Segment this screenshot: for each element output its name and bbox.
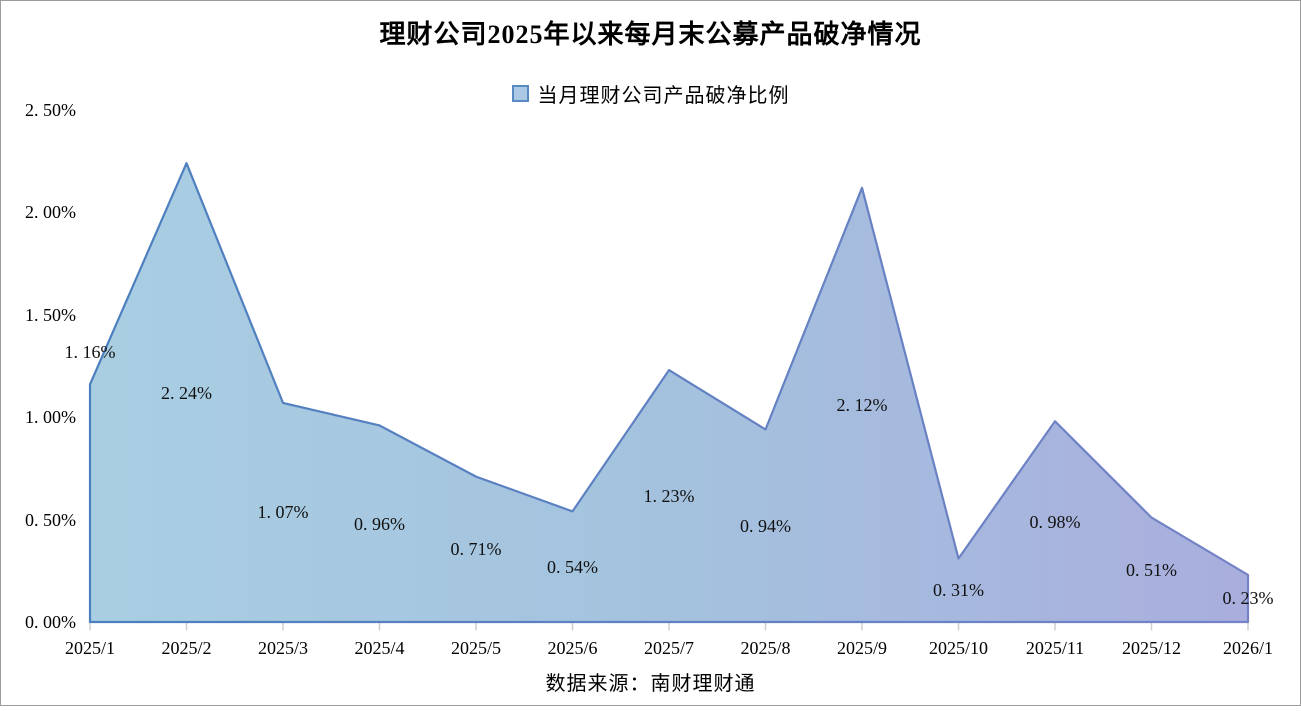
x-axis-tick-label: 2025/1 bbox=[64, 638, 115, 658]
x-axis-tick-label: 2025/8 bbox=[740, 638, 791, 658]
legend-marker-icon bbox=[511, 85, 529, 102]
x-axis-tick-label: 2025/2 bbox=[161, 638, 212, 658]
data-label: 0. 23% bbox=[1222, 588, 1274, 609]
x-axis-tick-label: 2025/7 bbox=[643, 638, 694, 658]
data-label: 0. 96% bbox=[354, 513, 405, 534]
data-label: 0. 94% bbox=[740, 515, 791, 536]
y-axis-tick-label: 0. 50% bbox=[25, 509, 76, 530]
chart-title: 理财公司2025年以来每月末公募产品破净情况 bbox=[379, 20, 922, 49]
data-label: 0. 71% bbox=[450, 539, 502, 560]
x-axis-tick-label: 2025/4 bbox=[354, 638, 405, 658]
data-label: 0. 98% bbox=[1029, 511, 1081, 532]
source-note: 数据来源：南财理财通 bbox=[545, 673, 756, 695]
y-axis-tick-label: 0. 00% bbox=[25, 612, 76, 632]
data-label: 1. 16% bbox=[64, 342, 116, 363]
x-axis-tick-label: 2025/11 bbox=[1025, 638, 1085, 658]
x-axis-tick-label: 2025/5 bbox=[450, 638, 501, 658]
data-label: 2. 24% bbox=[161, 382, 212, 403]
data-label: 0. 31% bbox=[933, 580, 984, 601]
x-axis-tick-label: 2025/10 bbox=[928, 638, 988, 658]
x-axis-ticks bbox=[89, 622, 1249, 631]
data-label: 1. 07% bbox=[257, 502, 309, 523]
x-axis-tick-label: 2025/3 bbox=[257, 638, 308, 658]
legend: 当月理财公司产品破净比例 bbox=[0, 79, 1301, 108]
y-axis-tick-label: 2. 50% bbox=[25, 100, 76, 120]
data-label: 0. 54% bbox=[547, 556, 598, 577]
area-series bbox=[88, 162, 1250, 624]
legend-label: 当月理财公司产品破净比例 bbox=[537, 85, 790, 107]
x-axis-tick-label: 2025/6 bbox=[547, 638, 598, 658]
x-axis-tick-label: 2026/1 bbox=[1222, 638, 1273, 658]
x-axis-tick-label: 2025/9 bbox=[836, 638, 887, 658]
y-axis-tick-label: 1. 00% bbox=[25, 407, 76, 428]
data-label: 2. 12% bbox=[836, 394, 888, 415]
data-label: 0. 51% bbox=[1126, 559, 1177, 580]
data-label: 1. 23% bbox=[643, 486, 695, 507]
x-axis-tick-label: 2025/12 bbox=[1121, 638, 1181, 658]
y-axis-tick-label: 1. 50% bbox=[25, 304, 76, 325]
y-axis-tick-label: 2. 00% bbox=[25, 202, 76, 223]
